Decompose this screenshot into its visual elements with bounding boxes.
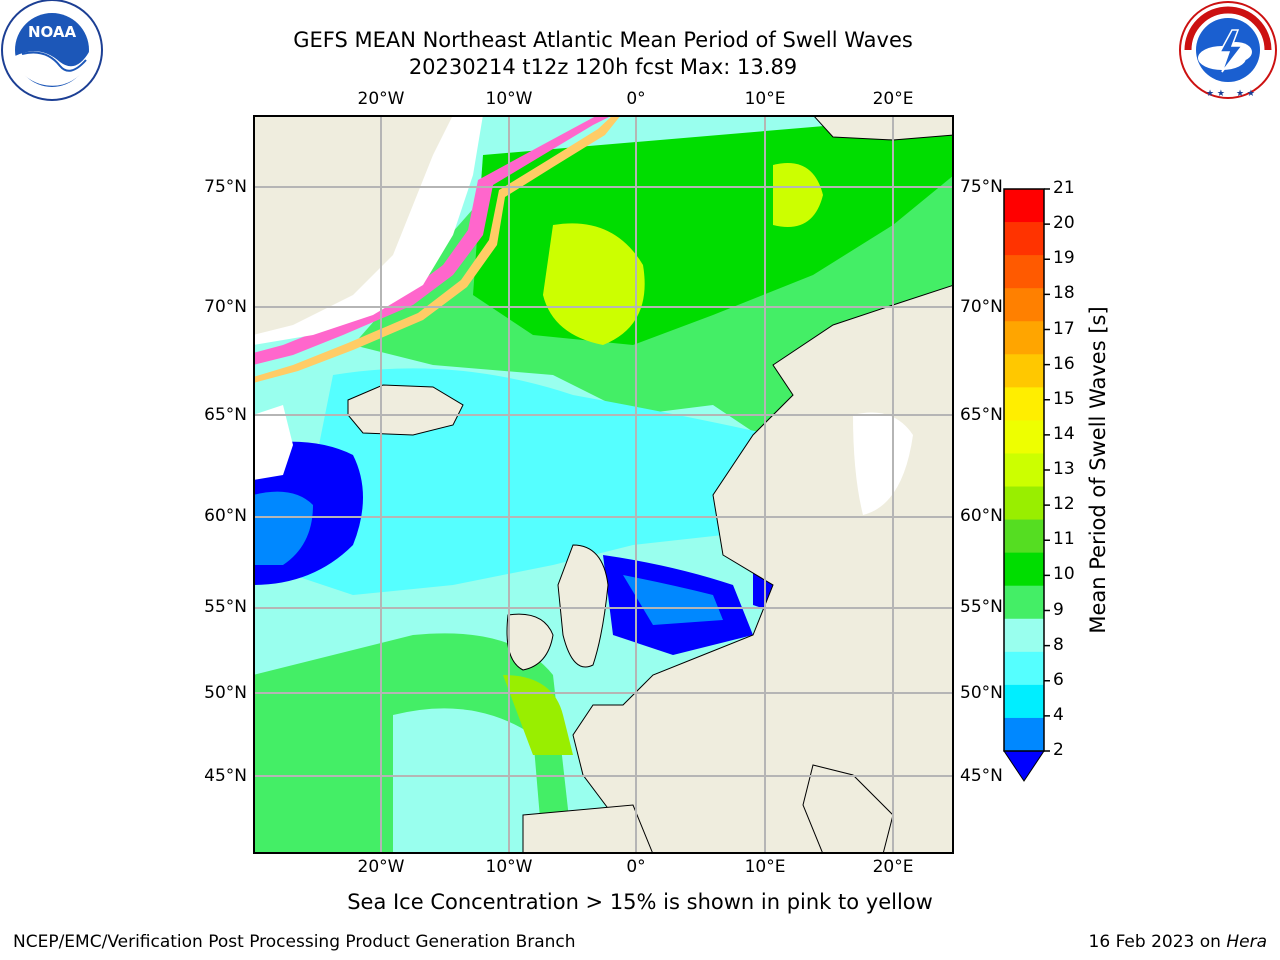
colorbar-block	[1004, 486, 1044, 521]
colorbar-tick-label: 21	[1053, 178, 1075, 198]
colorbar-block	[1004, 354, 1044, 388]
lat-tick-right-65n: 65°N	[960, 405, 1003, 425]
lon-tick-bottom-0: 0°	[626, 857, 646, 877]
colorbar-block	[1004, 651, 1044, 686]
greenland-south	[253, 405, 293, 480]
colorbar-tick-label: 10	[1053, 564, 1075, 585]
lat-tick-right-70n: 70°N	[960, 297, 1003, 317]
footer-host: Hera	[1226, 932, 1267, 952]
lon-tick-bottom-10e: 10°E	[744, 857, 786, 877]
iberia	[522, 804, 654, 854]
colorbar-ticks	[1044, 188, 1050, 752]
colorbar-tick-label: 6	[1053, 669, 1064, 690]
graticule	[253, 115, 954, 854]
colorbar-tick-label: 11	[1053, 529, 1075, 550]
lon-tick-bottom-20w: 20°W	[357, 857, 405, 877]
colorbar-tick-label: 15	[1053, 388, 1075, 409]
swell-field-high-1	[543, 223, 645, 345]
lon-tick-top-20e: 20°E	[872, 89, 914, 109]
sea-ice-note: Sea Ice Concentration > 15% is shown in …	[347, 890, 933, 914]
swell-period-map	[253, 115, 954, 854]
colorbar-block	[1004, 453, 1044, 488]
gulf-of-bothnia	[853, 412, 913, 515]
colorbar-tick-label: 13	[1053, 459, 1075, 479]
colorbar-block	[1004, 321, 1044, 355]
lat-tick-left-45n: 45°N	[204, 766, 247, 786]
noaa-logo-icon: NOAA	[1, 0, 103, 101]
lat-tick-right-45n: 45°N	[960, 766, 1003, 786]
colorbar-tick-label: 17	[1053, 318, 1075, 339]
colorbar-block	[1004, 222, 1044, 256]
colorbar-tick-label: 19	[1053, 248, 1075, 269]
colorbar-tick-label: 20	[1053, 213, 1075, 234]
lon-tick-top-10e: 10°E	[744, 89, 786, 109]
colorbar-title: Mean Period of Swell Waves [s]	[1086, 306, 1110, 634]
nws-logo-icon: ★ ★ ★ ★	[1179, 1, 1277, 99]
map-frame	[253, 115, 954, 854]
colorbar-tick-label: 2	[1053, 740, 1064, 760]
colorbar-block	[1004, 255, 1044, 289]
footer-date: 16 Feb 2023 on Hera	[1089, 932, 1267, 952]
colorbar-block	[1004, 717, 1044, 752]
colorbar-tick-label: 12	[1053, 494, 1075, 515]
svg-text:★ ★: ★ ★	[1206, 89, 1225, 99]
lat-tick-right-75n: 75°N	[960, 177, 1003, 197]
colorbar-tick-label: 16	[1053, 353, 1075, 374]
lat-tick-left-60n: 60°N	[204, 506, 247, 526]
colorbar-block	[1004, 585, 1044, 620]
lon-tick-top-0: 0°	[626, 89, 646, 109]
chart-title: GEFS MEAN Northeast Atlantic Mean Period…	[293, 28, 913, 52]
chart-subtitle: 20230214 t12z 120h fcst Max: 13.89	[408, 55, 798, 79]
lat-tick-right-60n: 60°N	[960, 506, 1003, 526]
iceland	[347, 384, 464, 436]
lon-tick-bottom-10w: 10°W	[485, 857, 533, 877]
colorbar-block	[1004, 552, 1044, 587]
colorbar-tick-label: 18	[1053, 283, 1075, 304]
lat-tick-left-75n: 75°N	[204, 177, 247, 197]
swell-field-low-west-inner	[253, 491, 313, 565]
swell-field-high-2	[773, 163, 823, 227]
sea-ice-edge-outer	[253, 115, 621, 383]
lat-tick-left-65n: 65°N	[204, 405, 247, 425]
lon-tick-bottom-20e: 20°E	[872, 857, 914, 877]
colorbar-under-arrow	[1003, 750, 1045, 782]
swell-field-northsea-inner	[623, 575, 723, 625]
colorbar-block	[1004, 618, 1044, 653]
lat-tick-right-50n: 50°N	[960, 683, 1003, 703]
footer-date-text: 16 Feb 2023 on	[1088, 932, 1227, 952]
colorbar-block	[1004, 420, 1044, 454]
colorbar-blocks	[1004, 189, 1044, 752]
swell-field-cyan-patch	[393, 708, 543, 854]
svg-text:★ ★: ★ ★	[1236, 89, 1255, 99]
lon-tick-top-10w: 10°W	[485, 89, 533, 109]
colorbar-block	[1004, 288, 1044, 322]
svalbard	[812, 115, 954, 141]
swell-field-biscay-high	[503, 675, 573, 755]
colorbar-block	[1004, 387, 1044, 421]
lat-tick-left-50n: 50°N	[204, 683, 247, 703]
greenland-land	[253, 115, 453, 335]
colorbar-block	[1004, 684, 1044, 719]
colorbar-tick-label: 8	[1053, 634, 1064, 655]
lat-tick-left-70n: 70°N	[204, 297, 247, 317]
colorbar-block	[1004, 189, 1044, 223]
colorbar-tick-label: 9	[1053, 599, 1064, 620]
great-britain	[557, 544, 609, 668]
lat-tick-right-55n: 55°N	[960, 597, 1003, 617]
colorbar-tick-label: 4	[1053, 704, 1064, 725]
colorbar-block	[1004, 519, 1044, 554]
lon-tick-top-20w: 20°W	[357, 89, 405, 109]
colorbar-tick-label: 14	[1053, 423, 1075, 444]
colorbar	[1003, 188, 1050, 782]
lat-tick-left-55n: 55°N	[204, 597, 247, 617]
footer-producer: NCEP/EMC/Verification Post Processing Pr…	[13, 932, 576, 952]
noaa-logo-text: NOAA	[28, 23, 77, 41]
